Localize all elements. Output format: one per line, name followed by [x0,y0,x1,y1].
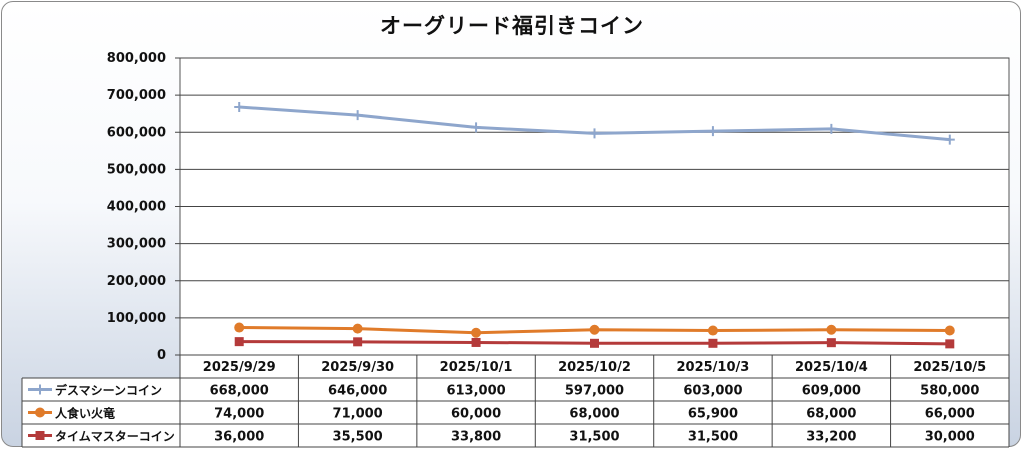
table-cell-value: 65,900 [688,407,738,422]
table-cell-value: 31,500 [569,430,619,445]
x-category-label: 2025/10/5 [913,360,986,375]
data-point [590,338,599,348]
data-point [234,337,244,347]
table-cell-value: 74,000 [214,407,264,422]
data-point [707,126,718,137]
table-cell-value: 30,000 [925,430,975,445]
legend-label: 人食い火竜 [55,406,115,421]
data-point [471,337,481,347]
data-point [353,337,363,347]
data-point [471,122,482,133]
table-cell-value: 609,000 [802,384,861,399]
data-point [708,338,718,348]
data-point [826,338,836,348]
data-point [826,123,837,134]
legend-label: デスマシーンコイン [55,383,162,398]
legend-marker [35,384,45,395]
table-cell-value: 60,000 [451,407,501,422]
table-cell-value: 68,000 [569,407,619,422]
data-point [589,324,600,335]
y-tick-label: 800,000 [107,51,166,66]
table-cell-value: 35,500 [333,430,383,445]
y-tick-label: 200,000 [107,274,166,289]
y-tick-label: 400,000 [107,200,166,215]
legend-marker [35,431,45,440]
data-point [471,327,482,338]
table-body-bg [22,378,1009,447]
legend-label: タイムマスターコイン [55,430,175,444]
table-cell-value: 646,000 [328,384,387,399]
data-point [944,134,955,145]
table-cell-value: 33,200 [806,430,856,445]
data-point [234,102,245,113]
legend-marker [35,407,45,418]
data-point [707,325,718,336]
table-cell-value: 36,000 [214,430,264,445]
data-point [352,323,363,334]
x-category-label: 2025/10/2 [558,360,631,375]
table-cell-value: 668,000 [210,384,269,399]
x-category-label: 2025/10/3 [677,360,750,375]
x-category-label: 2025/10/4 [795,360,868,375]
y-tick-label: 0 [157,348,166,363]
chart-title: オーグリード福引きコイン [380,14,644,38]
data-point [234,322,245,333]
y-tick-label: 500,000 [107,162,166,177]
table-cell-value: 71,000 [333,407,383,422]
data-point [944,325,955,336]
table-cell-value: 66,000 [925,407,975,422]
y-tick-label: 300,000 [107,237,166,252]
table-cell-value: 31,500 [688,430,738,445]
y-tick-label: 100,000 [107,311,166,326]
table-cell-value: 33,800 [451,430,501,445]
x-category-label: 2025/10/1 [440,360,513,375]
y-tick-label: 700,000 [107,88,166,103]
table-cell-value: 613,000 [446,384,505,399]
data-point [826,324,837,335]
table-header-bg [180,355,1009,378]
x-category-label: 2025/9/30 [321,360,394,375]
x-category-label: 2025/9/29 [203,360,276,375]
table-cell-value: 68,000 [806,407,856,422]
table-cell-value: 580,000 [920,384,979,399]
data-point [352,110,363,121]
data-point [589,128,600,139]
data-point [945,339,955,349]
table-cell-value: 597,000 [565,384,624,399]
y-tick-label: 600,000 [107,125,166,140]
table-cell-value: 603,000 [683,384,742,399]
